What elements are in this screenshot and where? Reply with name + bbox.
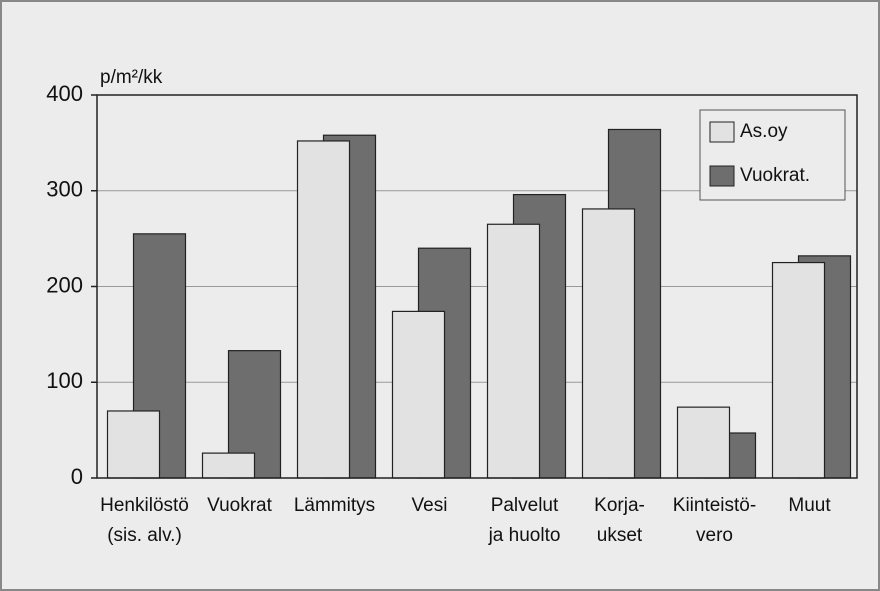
- x-tick-label-line: Henkilöstö: [100, 495, 189, 516]
- x-tick-label-line: Vesi: [412, 495, 448, 516]
- plot-frame: [96, 94, 858, 479]
- y-tick-label: 300: [46, 177, 83, 202]
- legend-swatch: [709, 165, 735, 187]
- x-tick-label: Lämmitys: [294, 495, 375, 516]
- y-tick-label: 200: [46, 272, 83, 297]
- x-tick-label-line: Muut: [788, 495, 831, 516]
- x-tick-label: Palvelut ja huolto: [488, 495, 561, 546]
- x-tick-label-line: Vuokrat: [207, 495, 272, 516]
- x-tick-label: Kiinteistö-vero: [673, 495, 756, 546]
- bar: [581, 208, 636, 479]
- x-tick-label: Vuokrat: [207, 495, 272, 516]
- x-tick-label-line: ja huolto: [488, 525, 561, 546]
- x-tick-label-line: vero: [696, 525, 733, 546]
- legend-swatch: [709, 121, 735, 143]
- bar: [106, 410, 161, 479]
- x-tick-label-line: Lämmitys: [294, 495, 375, 516]
- x-tick-label: Korja-ukset: [594, 495, 645, 546]
- x-tick-label-line: Palvelut: [491, 495, 559, 516]
- bar: [201, 452, 256, 479]
- bar: [676, 406, 731, 479]
- bar: [296, 140, 351, 479]
- x-tick-label-line: ukset: [597, 525, 643, 546]
- x-tick-label-line: Korja-: [594, 495, 645, 516]
- y-tick-label: 400: [46, 81, 83, 106]
- x-tick-label: Henkilöstö (sis. alv.): [100, 495, 189, 546]
- bar: [771, 261, 826, 479]
- x-tick-label: Vesi: [412, 495, 448, 516]
- y-axis-label: p/m²/kk: [100, 67, 163, 88]
- bar: [391, 310, 446, 479]
- bar: [486, 223, 541, 479]
- x-tick-label-line: Kiinteistö-: [673, 495, 756, 516]
- y-tick-label: 100: [46, 368, 83, 393]
- x-tick-label: Muut: [788, 495, 831, 516]
- x-tick-label-line: (sis. alv.): [107, 525, 182, 546]
- legend-label: Vuokrat.: [740, 165, 810, 186]
- y-tick-label: 0: [71, 464, 83, 489]
- legend-label: As.oy: [740, 121, 788, 142]
